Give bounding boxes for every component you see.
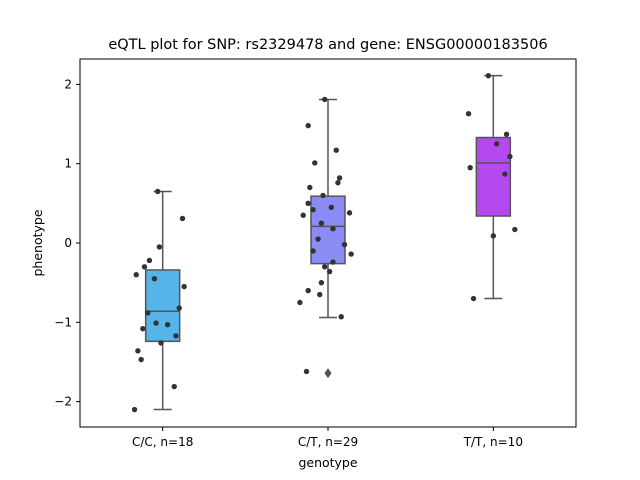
data-point — [317, 291, 323, 298]
y-tick-label: 2 — [64, 77, 72, 91]
chart-title: eQTL plot for SNP: rs2329478 and gene: E… — [108, 37, 547, 53]
data-point — [156, 244, 163, 250]
data-point — [153, 320, 159, 326]
x-tick-label: C/C, n=18 — [132, 435, 193, 449]
y-tick-label: −1 — [54, 315, 72, 329]
data-point — [181, 283, 187, 290]
data-point — [338, 314, 344, 320]
data-point — [328, 204, 335, 211]
data-point — [330, 226, 336, 232]
data-point — [503, 131, 510, 138]
data-point — [138, 356, 144, 363]
y-tick-label: 0 — [64, 236, 72, 250]
data-point — [341, 241, 348, 248]
data-point — [145, 310, 151, 316]
box-iqr — [144, 269, 181, 343]
data-point — [502, 171, 508, 177]
box-2 — [475, 74, 512, 300]
data-point — [507, 153, 513, 160]
data-point — [490, 233, 497, 239]
data-point — [158, 340, 164, 346]
box-0 — [144, 190, 181, 411]
data-point — [303, 368, 310, 375]
data-point — [297, 299, 303, 306]
data-point — [135, 348, 141, 354]
data-point — [307, 184, 313, 191]
data-point — [140, 325, 146, 332]
data-point — [512, 226, 518, 233]
data-point — [493, 141, 500, 147]
data-point — [335, 180, 341, 186]
data-point — [470, 295, 477, 302]
data-point — [179, 215, 186, 222]
box-1 — [310, 98, 346, 379]
data-point — [155, 188, 161, 195]
data-point — [151, 275, 158, 282]
data-point — [171, 383, 177, 390]
data-point — [305, 200, 311, 207]
data-point — [333, 147, 339, 153]
data-point — [310, 248, 316, 254]
data-point — [312, 160, 318, 166]
data-point — [300, 212, 306, 218]
y-axis-label: phenotype — [30, 209, 45, 276]
data-point — [326, 268, 333, 275]
y-tick-label: −2 — [54, 395, 72, 409]
data-point — [318, 279, 325, 286]
data-point — [315, 236, 321, 242]
data-point — [164, 321, 171, 328]
data-point — [467, 164, 473, 171]
outlier-marker — [324, 368, 332, 379]
x-tick-label: C/T, n=29 — [298, 435, 358, 449]
data-point — [173, 333, 179, 339]
box-iqr — [475, 136, 512, 217]
x-axis-label: genotype — [298, 455, 357, 470]
data-point — [485, 72, 492, 79]
data-point — [321, 96, 328, 103]
data-point — [320, 192, 326, 199]
data-point — [305, 287, 311, 294]
data-point — [465, 111, 472, 117]
y-tick-label: 1 — [64, 157, 72, 171]
data-point — [330, 259, 336, 265]
data-point — [336, 175, 343, 181]
data-point — [131, 406, 138, 413]
data-point — [305, 122, 311, 129]
x-tick-label: T/T, n=10 — [463, 435, 523, 449]
data-point — [318, 220, 325, 226]
data-point — [321, 264, 328, 270]
box-iqr — [310, 195, 346, 265]
data-point — [141, 264, 148, 270]
data-point — [133, 272, 139, 278]
plot-area: −2 −1 0 1 2 C/C, n=18 C/T, n=29 T/T, n=10 — [54, 58, 577, 449]
data-point — [346, 210, 353, 216]
data-point — [146, 257, 153, 264]
data-point — [176, 305, 182, 311]
data-point — [310, 206, 316, 213]
data-point — [348, 251, 354, 257]
